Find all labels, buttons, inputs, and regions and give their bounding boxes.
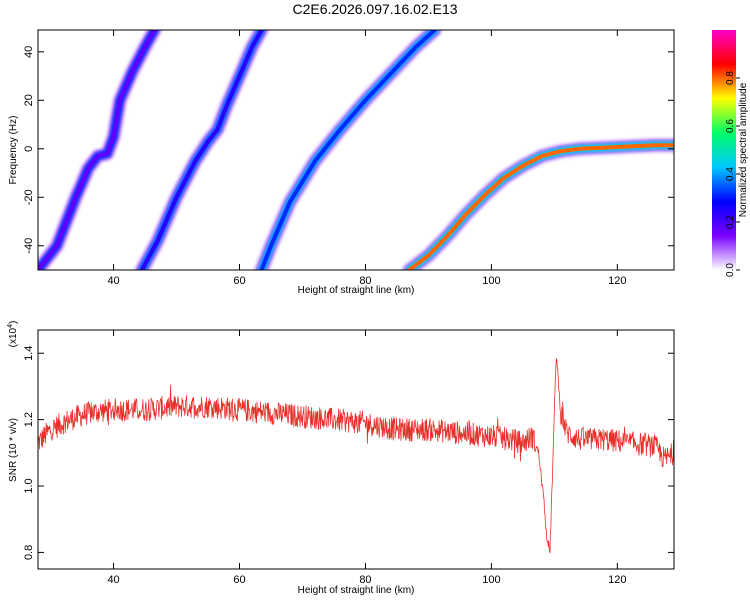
spectrogram-y-tick-label: 20: [23, 94, 35, 106]
snr-x-tick-label: 80: [359, 574, 371, 586]
snr-axes: 40 60 80 100 120 0.8 1.0 1.2 1.4: [23, 330, 674, 586]
snr-y-tick-label: 1.4: [23, 346, 35, 361]
colorbar-tick-label: 0.2: [725, 215, 736, 229]
snr-series-line: [38, 358, 674, 554]
spectrogram-axes: 40 60 80 100 120 -40 -20 0 20 40: [23, 30, 674, 287]
snr-x-tick-label: 40: [107, 574, 119, 586]
colorbar-label: Normalized spectral amplitude: [738, 82, 749, 217]
colorbar: 0.0 0.2 0.4 0.6 0.8 Normalized spectral ampl…: [712, 30, 749, 277]
chart-title: C2E6.2026.097.16.02.E13: [292, 1, 457, 17]
spectrogram-y-tick-label: -40: [23, 238, 35, 254]
spectrogram-x-tick-label: 40: [107, 275, 119, 287]
spectrogram-panel: 40 60 80 100 120 -40 -20 0 20 40 Height of straig…: [8, 29, 675, 296]
snr-y-axis-label: SNR (10 * v/v): [8, 418, 19, 482]
ridge-1-band: [38, 30, 157, 270]
spectrogram-y-tick-label: -20: [23, 189, 35, 205]
spectrogram-y-tick-label: 0: [23, 146, 35, 152]
spectrogram-frame: [37, 29, 675, 271]
snr-y-tick-label: 1.0: [23, 478, 35, 493]
colorbar-tick-label: 0.4: [725, 167, 736, 181]
snr-x-tick-label: 120: [608, 574, 626, 586]
colorbar-tick-label: 0.0: [725, 263, 736, 277]
colorbar-tick-label: 0.6: [725, 119, 736, 133]
ridge-2-band: [139, 30, 264, 270]
snr-y-tick-label: 1.2: [23, 412, 35, 427]
snr-panel: 40 60 80 100 120 0.8 1.0 1.2 1.4 Height of strai…: [7, 321, 675, 596]
snr-plot-area: [38, 330, 674, 569]
spectrogram-x-tick-label: 120: [608, 275, 626, 287]
colorbar-ticks: 0.0 0.2 0.4 0.6 0.8: [725, 71, 740, 277]
snr-x-axis-label: Height of straight line (km): [298, 585, 415, 596]
snr-x-tick-label: 60: [233, 574, 245, 586]
snr-scale-exponent: 4: [7, 324, 14, 328]
spectrogram-x-axis-label: Height of straight line (km): [298, 285, 415, 296]
spectrogram-y-axis-label: Frequency (Hz): [8, 116, 19, 185]
snr-frame: [37, 329, 675, 570]
snr-y-tick-label: 0.8: [23, 545, 35, 560]
ridge-3-band: [259, 30, 437, 270]
ridge-4-band: [407, 143, 674, 270]
spectrogram-y-tick-label: 40: [23, 46, 35, 58]
spectrogram-x-tick-label: 60: [233, 275, 245, 287]
ridge-layer: [38, 30, 674, 270]
snr-x-tick-label: 100: [482, 574, 500, 586]
spectrogram-x-tick-label: 100: [482, 275, 500, 287]
snr-scale-note: (x104): [7, 321, 19, 348]
spectrogram-x-tick-label: 80: [359, 275, 371, 287]
colorbar-scale: [712, 30, 736, 270]
colorbar-tick-label: 0.8: [725, 71, 736, 85]
